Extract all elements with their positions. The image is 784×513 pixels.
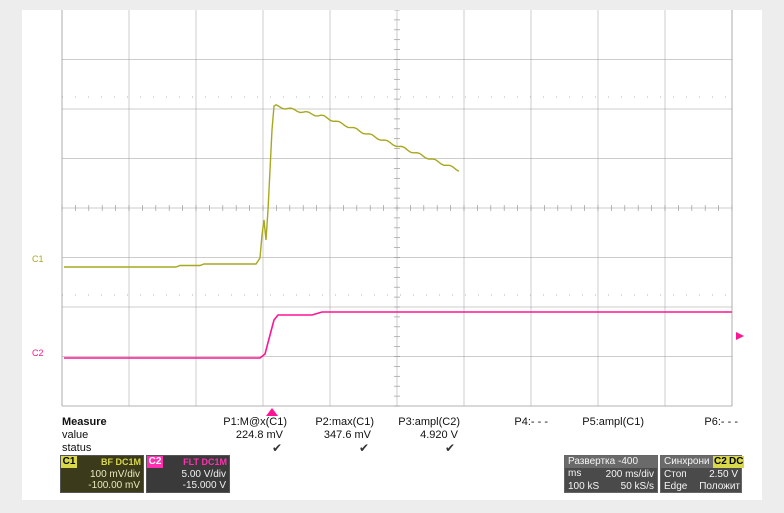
measure-p5-header: P5:ampl(C1) [582, 416, 644, 428]
measure-p1-header: P1:M@x(C1) [223, 416, 287, 428]
trigger-coupling: DC [728, 456, 745, 468]
waveform-area [61, 10, 744, 416]
channel-2-mode: FLT DC1M [183, 457, 227, 467]
channel-1-offset: -100.00 mV [88, 480, 140, 491]
channel-1-settings[interactable]: C1 BF DC1M 100 mV/div -100.00 mV [60, 455, 144, 493]
measure-p4-header: P4:- - - [514, 416, 548, 428]
trigger-state: Стоп [664, 469, 687, 480]
channel-1-marker: C1 [32, 254, 44, 264]
trigger-title-bar: Синхрони C2 DC [661, 456, 745, 468]
timebase-title: Развертка -400 ms [565, 456, 657, 479]
value-row-label: value [62, 429, 89, 441]
trigger-title: Синхрони [664, 456, 710, 467]
trigger-level-marker[interactable] [736, 332, 744, 340]
measure-p3-header: P3:ampl(C2) [398, 416, 460, 428]
channel-1-mode: BF DC1M [101, 457, 141, 467]
channel-1-scale: 100 mV/div [89, 469, 140, 480]
timebase-samples: 100 kS [568, 481, 600, 492]
measure-p1-value: 224.8 mV [235, 429, 283, 441]
measure-p2-value: 347.6 mV [323, 429, 371, 441]
channel-1-trace [64, 103, 460, 268]
timebase-panel[interactable]: Развертка -400 ms 200 ms/div 100 kS 50 k… [564, 455, 658, 493]
trigger-type: Edge [664, 481, 688, 492]
timebase-scale: 200 ms/div [605, 469, 654, 480]
status-row-label: status [62, 442, 92, 454]
trigger-position-marker[interactable] [266, 408, 278, 416]
channel-1-tag: C1 [61, 456, 77, 468]
channel-2-settings[interactable]: C2 FLT DC1M 5.00 V/div -15.000 V [146, 455, 230, 493]
channel-2-trace [64, 311, 732, 359]
measure-p1-status-icon: ✔ [272, 441, 283, 455]
oscilloscope-display: C1 C2 Measure value status P1:M@x(C1) 22… [22, 10, 762, 500]
trigger-slope: Положит [699, 481, 740, 492]
channel-2-marker: C2 [32, 348, 44, 358]
channel-2-tag: C2 [147, 456, 163, 468]
channel-2-scale: 5.00 V/div [181, 469, 226, 480]
channel-2-offset: -15.000 V [182, 480, 226, 491]
trigger-level: 2.50 V [709, 469, 738, 480]
measure-p3-status-icon: ✔ [445, 441, 456, 455]
timebase-rate: 50 kS/s [620, 481, 654, 492]
grid [61, 10, 733, 407]
measure-p6-header: P6:- - - [704, 416, 738, 428]
measure-p3-value: 4.920 V [420, 429, 458, 441]
trigger-source: C2 [713, 456, 728, 468]
trigger-panel[interactable]: Синхрони C2 DC Стоп 2.50 V Edge Положит [660, 455, 745, 493]
measure-p2-status-icon: ✔ [359, 441, 370, 455]
measure-p2-header: P2:max(C1) [315, 416, 374, 428]
measure-heading: Measure [62, 416, 107, 428]
